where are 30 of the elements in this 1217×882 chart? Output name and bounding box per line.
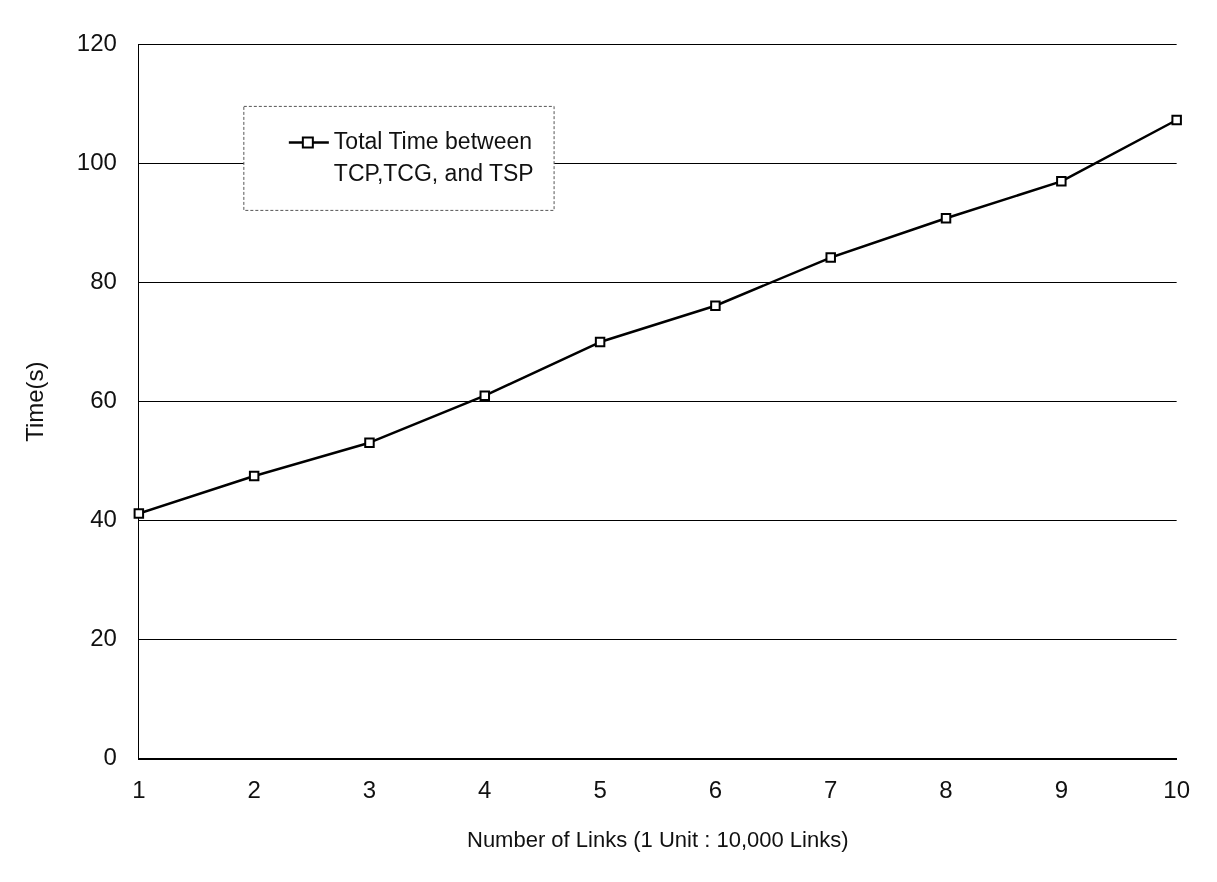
x-tick-label: 5 xyxy=(593,775,607,803)
point xyxy=(364,437,375,448)
x-tick-label: 7 xyxy=(824,775,838,803)
point xyxy=(479,390,491,401)
point xyxy=(825,252,836,263)
point xyxy=(1171,114,1182,126)
x-tick-label: 8 xyxy=(939,775,953,803)
x-tick-label: 6 xyxy=(708,775,723,803)
x-tick-label: 1 xyxy=(132,775,146,803)
y-tick-label: 120 xyxy=(76,29,117,57)
y-tick-label: 20 xyxy=(90,624,117,652)
x-tick-label: 9 xyxy=(1054,775,1069,803)
point xyxy=(133,508,145,519)
point xyxy=(1056,176,1067,187)
y-axis-title: Time(s) xyxy=(21,361,49,442)
point xyxy=(594,336,606,348)
legend-label: Total Time between TCP,TCG, and TSP xyxy=(333,127,534,186)
y-tick-label: 0 xyxy=(103,743,117,771)
y-tick-label: 100 xyxy=(76,148,117,176)
y-tick-label: 40 xyxy=(90,505,117,533)
y-tick-label: 80 xyxy=(90,267,117,295)
point xyxy=(248,470,260,482)
point xyxy=(940,213,952,224)
x-tick-label: 2 xyxy=(247,775,261,803)
x-tick-label: 10 xyxy=(1163,775,1190,803)
x-tick-label: 3 xyxy=(362,775,377,803)
y-tick-label: 60 xyxy=(90,386,117,414)
x-axis-title: Number of Links (1 Unit : 10,000 Links) xyxy=(466,826,849,852)
point xyxy=(710,300,721,311)
x-tick-label: 4 xyxy=(478,775,492,803)
